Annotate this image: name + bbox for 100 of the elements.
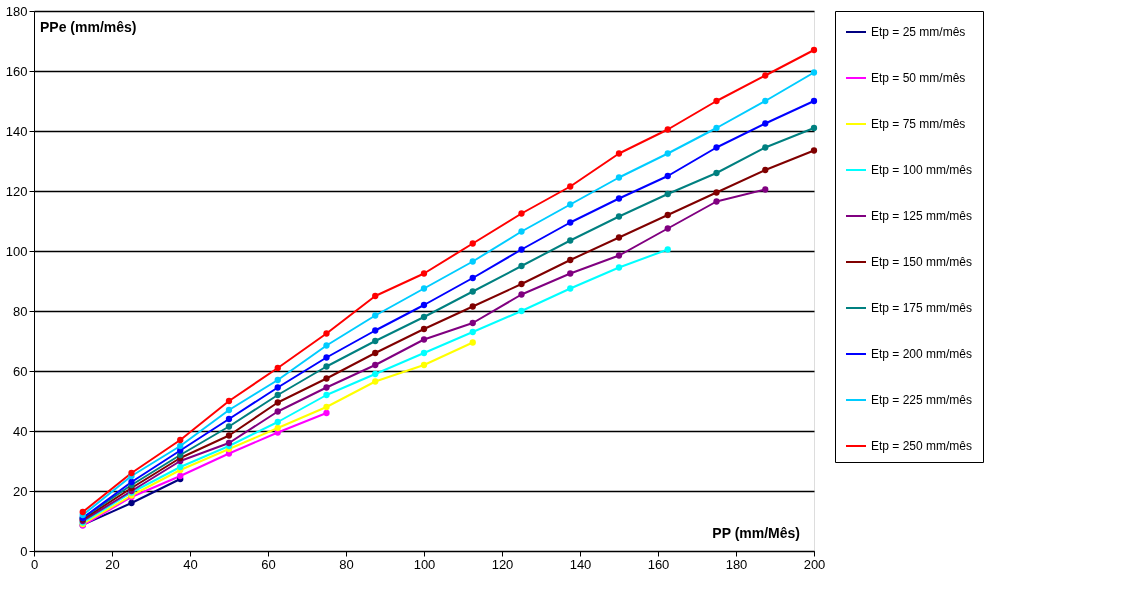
y-tick-label: 20 bbox=[13, 483, 28, 499]
point bbox=[713, 124, 720, 132]
point bbox=[420, 361, 428, 369]
point bbox=[615, 234, 623, 241]
x-tick-label: 40 bbox=[183, 556, 198, 572]
point bbox=[323, 403, 330, 411]
legend-label: Etp = 225 mm/mês bbox=[871, 393, 973, 407]
x-axis-title: PP (mm/Mês) bbox=[712, 525, 800, 541]
point bbox=[372, 349, 379, 357]
point bbox=[372, 292, 379, 300]
point bbox=[372, 337, 379, 345]
point bbox=[225, 432, 233, 439]
point bbox=[469, 303, 476, 310]
point bbox=[323, 363, 330, 370]
point bbox=[664, 190, 671, 198]
point bbox=[225, 406, 233, 414]
y-tick-label: 140 bbox=[5, 123, 28, 139]
x-tick-label: 20 bbox=[105, 556, 120, 572]
point bbox=[762, 186, 769, 193]
point bbox=[664, 126, 671, 133]
legend-label: Etp = 125 mm/mês bbox=[871, 209, 973, 223]
point bbox=[567, 219, 574, 226]
point bbox=[518, 307, 525, 315]
point bbox=[810, 69, 818, 76]
legend-label: Etp = 150 mm/mês bbox=[871, 255, 973, 269]
y-axis-title: PPe (mm/mês) bbox=[40, 19, 137, 35]
point bbox=[128, 499, 135, 507]
x-tick-label: 60 bbox=[261, 556, 276, 572]
point bbox=[323, 391, 330, 399]
point bbox=[323, 375, 330, 382]
y-tick-label: 80 bbox=[13, 303, 28, 319]
point bbox=[469, 328, 476, 336]
point bbox=[274, 399, 281, 406]
point bbox=[372, 378, 379, 385]
point bbox=[567, 256, 574, 264]
point bbox=[664, 246, 671, 253]
point bbox=[420, 325, 428, 333]
point bbox=[274, 391, 281, 399]
point bbox=[518, 291, 525, 298]
y-tick-label: 100 bbox=[5, 243, 28, 259]
point bbox=[810, 147, 818, 154]
point bbox=[518, 262, 525, 270]
point bbox=[469, 288, 476, 295]
point bbox=[469, 274, 476, 282]
point bbox=[615, 264, 623, 271]
point bbox=[810, 97, 818, 105]
point bbox=[323, 330, 330, 337]
y-tick-label: 0 bbox=[20, 543, 28, 559]
point bbox=[615, 195, 623, 202]
point bbox=[518, 228, 525, 235]
point bbox=[469, 258, 476, 265]
point bbox=[323, 354, 330, 361]
y-tick-label: 180 bbox=[5, 3, 28, 19]
point bbox=[615, 174, 623, 181]
point bbox=[762, 166, 769, 174]
legend-label: Etp = 50 mm/mês bbox=[871, 71, 966, 85]
legend-label: Etp = 250 mm/mês bbox=[871, 439, 973, 453]
point bbox=[469, 339, 476, 346]
x-tick-label: 180 bbox=[725, 556, 748, 572]
point bbox=[323, 409, 330, 417]
point bbox=[469, 240, 476, 247]
point bbox=[518, 210, 525, 217]
point bbox=[420, 349, 428, 357]
point bbox=[225, 423, 233, 430]
point bbox=[615, 213, 623, 220]
point bbox=[420, 270, 428, 277]
point bbox=[177, 442, 184, 450]
point bbox=[274, 408, 281, 415]
y-tick-label: 60 bbox=[13, 363, 28, 379]
point bbox=[762, 144, 769, 151]
point bbox=[664, 150, 671, 157]
x-tick-label: 80 bbox=[339, 556, 354, 572]
point bbox=[274, 424, 281, 432]
point bbox=[323, 384, 330, 391]
point bbox=[420, 336, 428, 343]
legend-label: Etp = 100 mm/mês bbox=[871, 163, 973, 177]
point bbox=[762, 97, 769, 105]
x-tick-label: 100 bbox=[413, 556, 436, 572]
point bbox=[567, 237, 574, 244]
point bbox=[372, 361, 379, 369]
legend-label: Etp = 75 mm/mês bbox=[871, 117, 966, 131]
point bbox=[664, 225, 671, 232]
point bbox=[713, 189, 720, 196]
y-tick-label: 160 bbox=[5, 63, 28, 79]
point bbox=[372, 312, 379, 319]
point bbox=[323, 342, 330, 349]
legend-label: Etp = 175 mm/mês bbox=[871, 301, 973, 315]
x-tick-label: 200 bbox=[803, 556, 826, 572]
point bbox=[567, 183, 574, 190]
point bbox=[274, 384, 281, 391]
x-tick-label: 120 bbox=[491, 556, 514, 572]
point bbox=[713, 169, 720, 177]
point bbox=[372, 327, 379, 334]
x-tick-label: 140 bbox=[569, 556, 592, 572]
y-tick-label: 120 bbox=[5, 183, 28, 199]
point bbox=[177, 436, 184, 444]
point bbox=[615, 252, 623, 259]
point bbox=[615, 150, 623, 157]
point bbox=[810, 46, 818, 54]
point bbox=[567, 201, 574, 208]
